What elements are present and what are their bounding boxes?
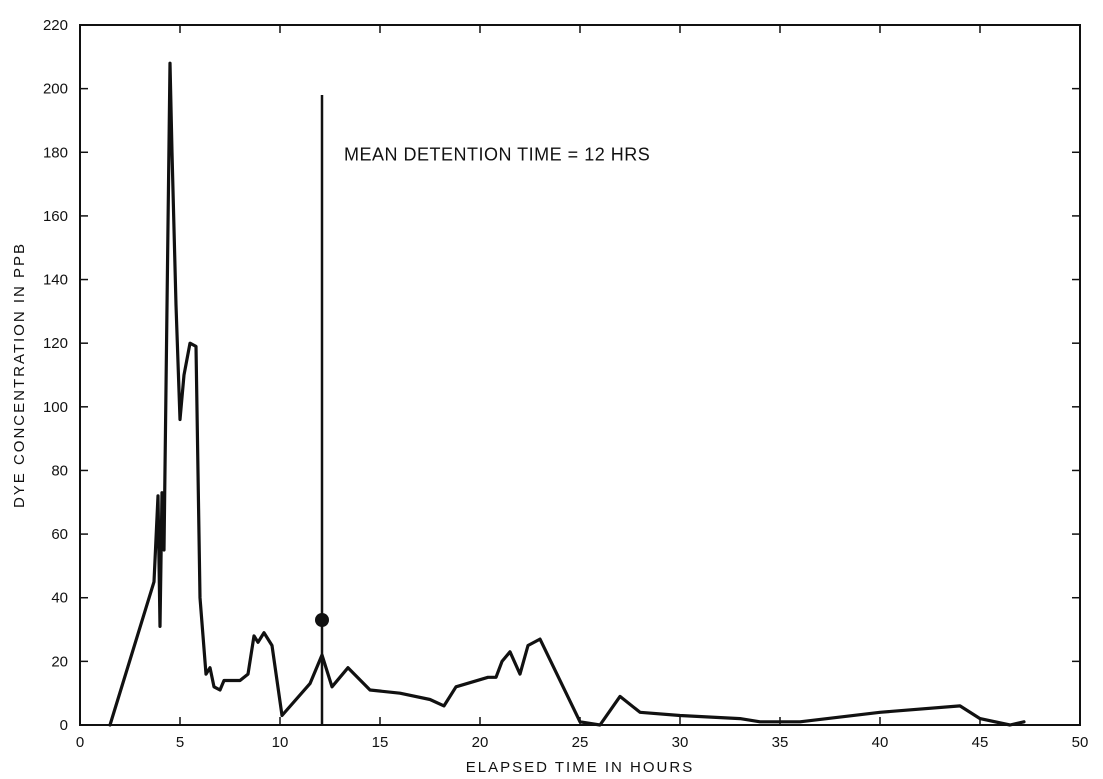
y-tick-label: 180: [43, 144, 68, 161]
x-tick-label: 40: [872, 734, 889, 751]
x-tick-label: 10: [272, 734, 289, 751]
y-tick-label: 20: [51, 653, 68, 670]
y-tick-label: 100: [43, 399, 68, 416]
x-tick-label: 50: [1072, 734, 1089, 751]
x-axis-title: ELAPSED TIME IN HOURS: [466, 759, 694, 776]
mean-detention-point: [315, 613, 329, 627]
y-tick-label: 220: [43, 17, 68, 34]
x-tick-label: 30: [672, 734, 689, 751]
y-tick-label: 160: [43, 208, 68, 225]
y-tick-label: 60: [51, 526, 68, 543]
y-tick-label: 120: [43, 335, 68, 352]
x-tick-label: 45: [972, 734, 989, 751]
tick-labels: 0 5 10 15 20 25 30 35 40 45 50 0 20 40 60 80 100 120 140 16…: [43, 17, 1088, 751]
annotation-layer: MEAN DETENTION TIME = 12 HRS: [315, 95, 650, 725]
x-tick-label: 35: [772, 734, 789, 751]
tick-marks: [79, 24, 1081, 726]
y-tick-label: 80: [51, 462, 68, 479]
y-axis-title: DYE CONCENTRATION IN PPB: [11, 242, 28, 508]
x-tick-label: 15: [372, 734, 389, 751]
y-tick-label: 200: [43, 81, 68, 98]
x-tick-label: 25: [572, 734, 589, 751]
x-tick-label: 20: [472, 734, 489, 751]
y-tick-label: 0: [60, 717, 68, 734]
y-tick-label: 140: [43, 272, 68, 289]
mean-detention-label: MEAN DETENTION TIME = 12 HRS: [344, 144, 650, 164]
plot-frame: [79, 24, 1081, 726]
y-tick-label: 40: [51, 590, 68, 607]
x-tick-label: 0: [76, 734, 84, 751]
x-tick-label: 5: [176, 734, 184, 751]
